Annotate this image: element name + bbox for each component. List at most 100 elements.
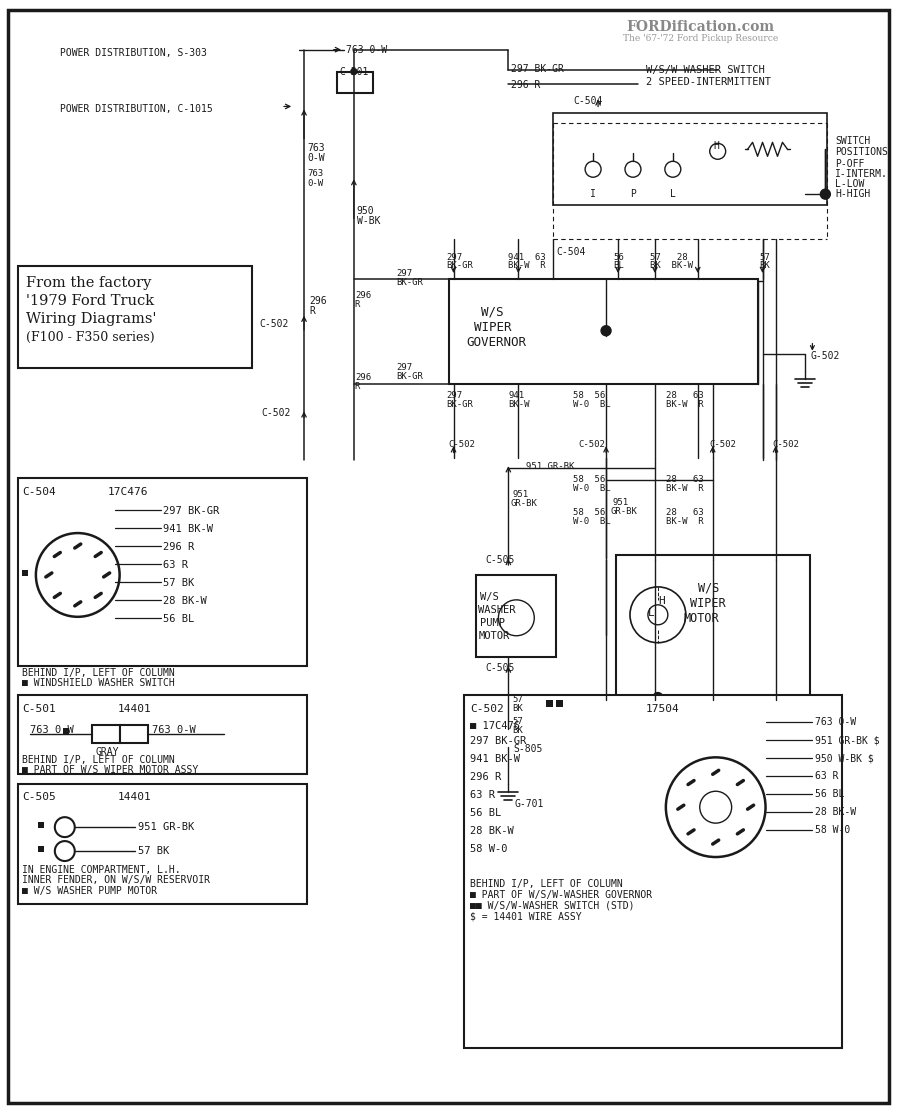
Text: 0-W: 0-W <box>307 179 323 188</box>
Bar <box>38 846 44 853</box>
Text: 57: 57 <box>760 253 770 262</box>
Text: 57 BK: 57 BK <box>164 578 194 588</box>
Circle shape <box>585 161 601 177</box>
Text: 17504: 17504 <box>646 703 680 713</box>
Text: C-501: C-501 <box>339 67 368 77</box>
Circle shape <box>601 326 611 336</box>
Text: L: L <box>648 608 654 618</box>
Text: R: R <box>309 306 315 316</box>
Circle shape <box>55 841 75 861</box>
Text: BEHIND I/P, LEFT OF COLUMN: BEHIND I/P, LEFT OF COLUMN <box>471 879 623 889</box>
Text: C-505: C-505 <box>22 792 56 802</box>
Text: I: I <box>590 189 596 199</box>
Text: BEHIND I/P, LEFT OF COLUMN: BEHIND I/P, LEFT OF COLUMN <box>22 668 175 678</box>
Bar <box>337 71 373 93</box>
Text: C-505: C-505 <box>485 555 515 565</box>
Text: 28 BK-W: 28 BK-W <box>471 826 514 836</box>
Text: 56 BL: 56 BL <box>471 808 501 818</box>
Text: C-504: C-504 <box>556 247 586 257</box>
Bar <box>38 823 44 828</box>
Text: 763 0-W: 763 0-W <box>346 45 387 55</box>
Text: P-OFF: P-OFF <box>835 159 865 169</box>
Text: 28   63: 28 63 <box>666 509 704 518</box>
Text: ■ PART OF W/S/W-WASHER GOVERNOR: ■ PART OF W/S/W-WASHER GOVERNOR <box>471 890 652 900</box>
Circle shape <box>710 144 725 159</box>
Text: BEHIND I/P, LEFT OF COLUMN: BEHIND I/P, LEFT OF COLUMN <box>22 756 175 766</box>
Text: 58  56: 58 56 <box>573 391 606 400</box>
Text: C-505: C-505 <box>485 662 515 672</box>
Text: POWER DISTRIBUTION, S-303: POWER DISTRIBUTION, S-303 <box>59 48 207 58</box>
Text: W/S: W/S <box>481 592 500 602</box>
Text: ■ 17C476: ■ 17C476 <box>471 721 520 731</box>
Bar <box>554 114 827 205</box>
Text: 297 BK-GR: 297 BK-GR <box>471 737 526 747</box>
Text: BK: BK <box>512 727 523 736</box>
Text: $ = 14401 WIRE ASSY: $ = 14401 WIRE ASSY <box>471 912 582 922</box>
Text: 951 GR-BK: 951 GR-BK <box>138 823 194 833</box>
Text: 951: 951 <box>612 499 628 508</box>
Circle shape <box>351 69 357 75</box>
Text: BK-W: BK-W <box>508 400 530 408</box>
Text: 57 BK: 57 BK <box>138 846 169 856</box>
Bar <box>92 726 120 743</box>
Text: POSITIONS: POSITIONS <box>835 147 888 157</box>
Circle shape <box>36 533 120 617</box>
Text: 296: 296 <box>309 296 327 306</box>
Text: BK-W  R: BK-W R <box>666 484 704 493</box>
Text: BK-W  R: BK-W R <box>666 400 704 408</box>
Text: 296: 296 <box>355 373 371 382</box>
Text: G-502: G-502 <box>810 351 840 361</box>
Text: 17C476: 17C476 <box>108 487 148 498</box>
Bar <box>464 695 842 1048</box>
Text: BK-GR: BK-GR <box>446 260 473 270</box>
Text: H: H <box>658 595 664 605</box>
Text: From the factory: From the factory <box>26 276 151 289</box>
Text: W/S/W WASHER SWITCH: W/S/W WASHER SWITCH <box>646 65 765 75</box>
Bar <box>18 479 307 666</box>
Text: 63 R: 63 R <box>471 790 496 800</box>
Text: 58 W-0: 58 W-0 <box>815 825 850 835</box>
Text: 14401: 14401 <box>118 792 151 802</box>
Circle shape <box>821 189 831 199</box>
Text: H: H <box>714 141 720 151</box>
Text: 763 0-W: 763 0-W <box>30 726 74 736</box>
Text: 763: 763 <box>307 169 323 178</box>
Text: (F100 - F350 series): (F100 - F350 series) <box>26 331 155 344</box>
Text: 2 SPEED-INTERMITTENT: 2 SPEED-INTERMITTENT <box>646 77 771 87</box>
Text: G-701: G-701 <box>514 799 544 809</box>
Text: 297: 297 <box>397 363 413 372</box>
Text: C-504: C-504 <box>22 487 56 498</box>
Text: PUMP: PUMP <box>481 618 506 628</box>
Text: ■ W/S WASHER PUMP MOTOR: ■ W/S WASHER PUMP MOTOR <box>22 886 158 896</box>
Text: 950 W-BK $: 950 W-BK $ <box>815 754 874 764</box>
Text: BK: BK <box>512 703 523 712</box>
Text: BK-W  R: BK-W R <box>508 260 546 270</box>
Text: R: R <box>355 299 360 308</box>
Bar <box>476 575 556 657</box>
Text: BK-GR: BK-GR <box>397 372 424 381</box>
Text: 950: 950 <box>357 206 374 216</box>
Text: WIPER: WIPER <box>689 597 725 610</box>
Text: 296 R: 296 R <box>511 79 541 89</box>
Text: BK-GR: BK-GR <box>446 400 473 408</box>
Text: 28 BK-W: 28 BK-W <box>815 807 857 817</box>
Circle shape <box>666 757 766 857</box>
Text: C-501: C-501 <box>22 703 56 713</box>
Text: 951: 951 <box>512 490 528 500</box>
Text: 56 BL: 56 BL <box>164 613 194 623</box>
Text: 941  63: 941 63 <box>508 253 546 262</box>
Text: BK-GR: BK-GR <box>397 278 424 287</box>
Circle shape <box>55 817 75 837</box>
Text: 63 R: 63 R <box>815 771 839 781</box>
Text: L-LOW: L-LOW <box>835 179 865 189</box>
Text: 297: 297 <box>446 253 463 262</box>
Text: 297: 297 <box>446 391 463 400</box>
Text: 58 W-0: 58 W-0 <box>471 844 508 854</box>
Text: W/S: W/S <box>482 306 504 318</box>
Text: W-BK: W-BK <box>357 216 381 226</box>
Text: 63 R: 63 R <box>164 560 188 570</box>
Text: 763 0-W: 763 0-W <box>151 726 195 736</box>
Circle shape <box>630 587 686 642</box>
Text: 28   63: 28 63 <box>666 391 704 400</box>
Circle shape <box>504 743 512 751</box>
